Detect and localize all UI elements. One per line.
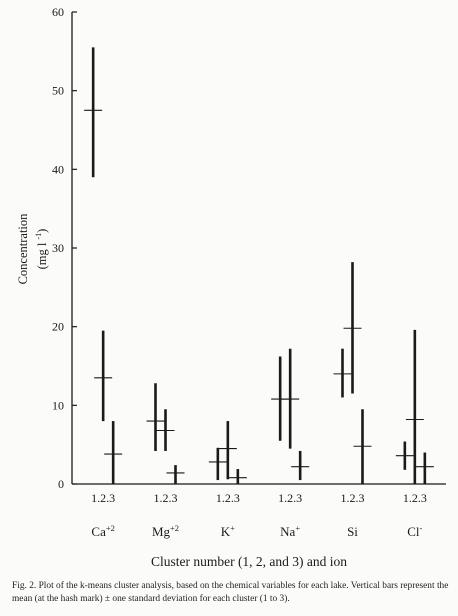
ion-label: Na+	[280, 523, 300, 539]
ion-label: Mg+2	[152, 523, 179, 539]
cluster-number-label: 1.2.3	[341, 491, 365, 505]
cluster-number-label: 1.2.3	[403, 491, 427, 505]
figure-caption: Fig. 2. Plot of the k-means cluster anal…	[12, 581, 449, 604]
y-axis-unit: (mg l -1)	[31, 169, 50, 329]
y-axis-unit-sup: -1	[34, 232, 43, 240]
y-tick-label: 0	[58, 477, 64, 491]
ion-label: Si	[347, 524, 358, 539]
y-tick-label: 10	[52, 398, 64, 412]
y-axis-unit-close: )	[35, 228, 50, 233]
cluster-number-label: 1.2.3	[91, 491, 115, 505]
y-axis-title: Concentration (mg l -1)	[15, 169, 49, 329]
y-tick-label: 40	[52, 162, 64, 176]
y-tick-label: 30	[52, 241, 64, 255]
cluster-number-label: 1.2.3	[278, 491, 302, 505]
x-axis-title: Cluster number (1, 2, and 3) and ion	[150, 554, 348, 569]
ion-label: Cl-	[407, 523, 422, 539]
y-axis-label: Concentration	[16, 213, 30, 285]
cluster-number-label: 1.2.3	[216, 491, 240, 505]
cluster-number-label: 1.2.3	[154, 491, 178, 505]
ion-label: Ca+2	[91, 523, 115, 539]
y-tick-label: 60	[52, 5, 64, 19]
y-tick-label: 50	[52, 84, 64, 98]
ion-label: K+	[221, 523, 235, 539]
y-axis-unit-text: (mg l	[35, 242, 50, 270]
y-tick-label: 20	[52, 320, 64, 334]
